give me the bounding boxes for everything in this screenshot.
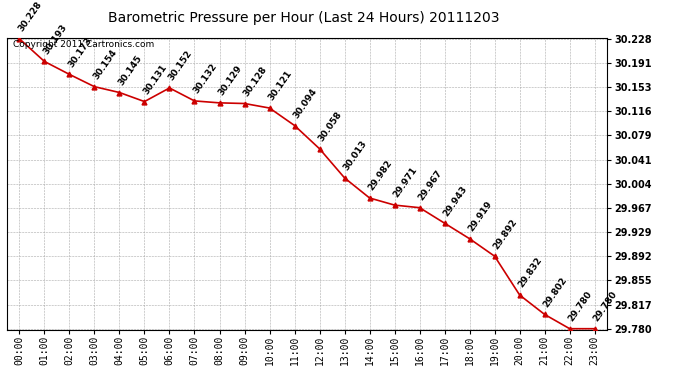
Text: 29.919: 29.919: [467, 200, 494, 233]
Text: 30.132: 30.132: [192, 62, 219, 95]
Text: Barometric Pressure per Hour (Last 24 Hours) 20111203: Barometric Pressure per Hour (Last 24 Ho…: [108, 11, 500, 25]
Text: 29.971: 29.971: [392, 166, 420, 200]
Text: 30.094: 30.094: [292, 86, 319, 120]
Text: 30.173: 30.173: [67, 35, 94, 69]
Text: 30.129: 30.129: [217, 64, 244, 97]
Text: 30.121: 30.121: [267, 69, 294, 102]
Text: 30.228: 30.228: [17, 0, 43, 33]
Text: Copyright 2011 Cartronics.com: Copyright 2011 Cartronics.com: [13, 40, 154, 50]
Text: 30.013: 30.013: [342, 139, 369, 172]
Text: 29.832: 29.832: [517, 256, 544, 290]
Text: 29.967: 29.967: [417, 168, 444, 202]
Text: 29.780: 29.780: [567, 290, 594, 323]
Text: 29.943: 29.943: [442, 184, 469, 218]
Text: 29.982: 29.982: [367, 159, 394, 192]
Text: 29.892: 29.892: [492, 217, 520, 250]
Text: 30.152: 30.152: [167, 49, 194, 82]
Text: 29.802: 29.802: [542, 275, 569, 309]
Text: 30.058: 30.058: [317, 110, 344, 143]
Text: 29.780: 29.780: [592, 290, 619, 323]
Text: 30.128: 30.128: [241, 64, 269, 98]
Text: 30.154: 30.154: [92, 48, 119, 81]
Text: 30.145: 30.145: [117, 53, 144, 87]
Text: 30.193: 30.193: [41, 22, 69, 56]
Text: 30.131: 30.131: [141, 63, 169, 96]
